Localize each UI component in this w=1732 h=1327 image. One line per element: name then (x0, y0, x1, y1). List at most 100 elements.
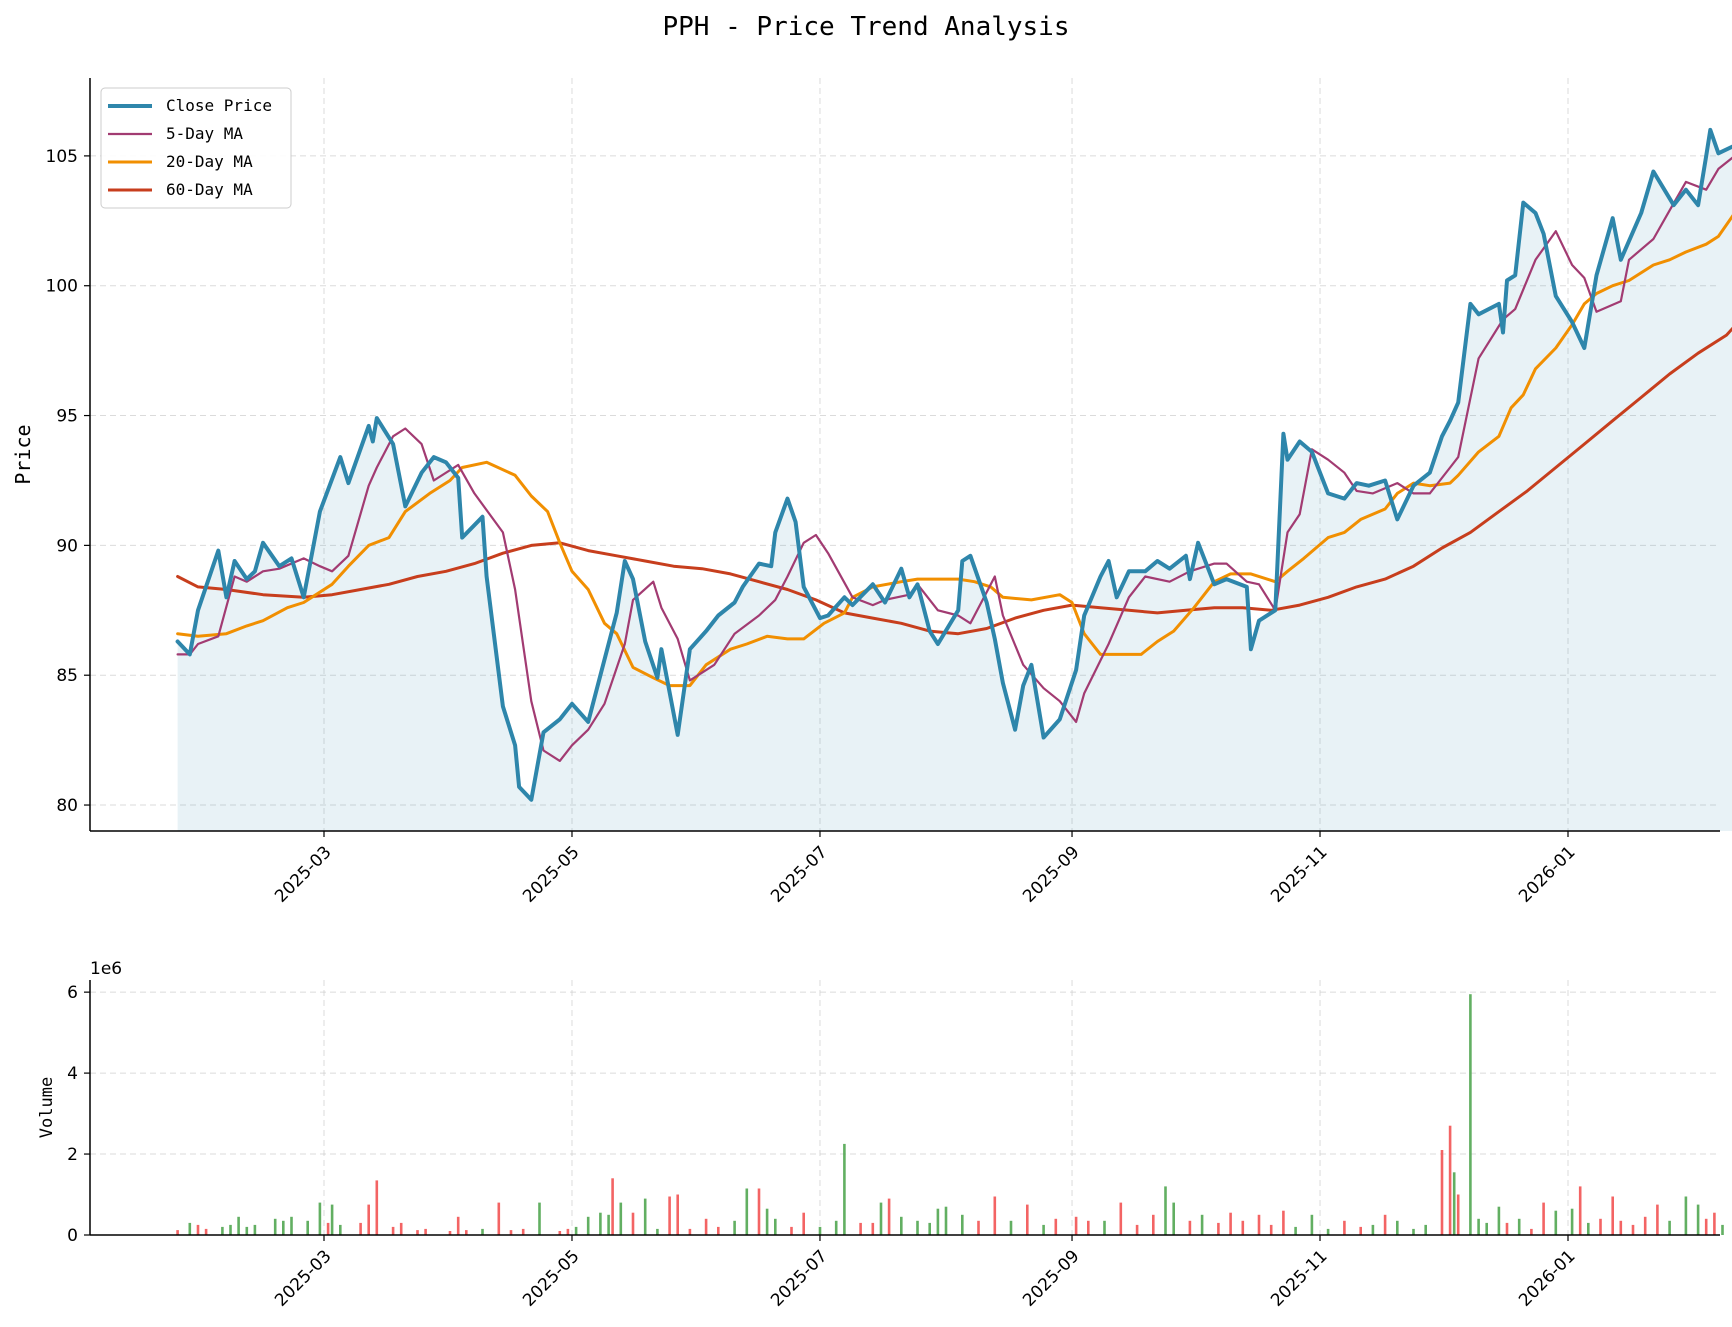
volume-bar (928, 1222, 931, 1235)
volume-bar (1042, 1224, 1045, 1235)
volume-y-axis-label: Volume (37, 1077, 57, 1138)
volume-bar (481, 1228, 484, 1235)
volume-bar (656, 1228, 659, 1235)
volume-bar (1326, 1228, 1330, 1235)
volume-bar (676, 1194, 679, 1235)
volume-bar (1152, 1214, 1155, 1235)
price-legend: Close Price 5-Day MA 20-Day MA 60-Day MA (100, 87, 292, 209)
volume-bar (1542, 1202, 1545, 1235)
volume-bar (1164, 1186, 1167, 1235)
volume-bar (456, 1216, 460, 1235)
volume-bar (599, 1212, 602, 1235)
volume-bar (1294, 1226, 1297, 1235)
price-panel: 80 85 90 95 100 105 2025-03 2025-05 2025-07 2025-… (11, 78, 1732, 907)
volume-bar (1611, 1196, 1614, 1235)
volume-bar (282, 1220, 285, 1235)
volume-bar (1026, 1204, 1029, 1235)
volume-bar (1440, 1150, 1444, 1235)
volume-bar (221, 1226, 224, 1235)
volume-bar (176, 1230, 179, 1235)
volume-bar (188, 1222, 192, 1235)
volume-bar (273, 1218, 277, 1235)
volume-bar (843, 1143, 846, 1235)
volume-bar (1188, 1220, 1192, 1235)
volume-x-tick-label: 2026-01 (1515, 1246, 1579, 1310)
volume-bar (1424, 1224, 1427, 1235)
volume-x-tick-label: 2025-05 (519, 1246, 583, 1310)
volume-offset-label: 1e6 (90, 959, 122, 979)
volume-bar (1200, 1214, 1204, 1235)
legend-frame (100, 87, 292, 209)
volume-bar (1009, 1220, 1013, 1235)
volume-bar (391, 1226, 395, 1235)
volume-bar (733, 1220, 736, 1235)
volume-bar (558, 1231, 562, 1235)
volume-bar (1505, 1222, 1509, 1235)
legend-label: Close Price (166, 96, 272, 115)
volume-bar (204, 1228, 208, 1235)
volume-bar (1684, 1196, 1688, 1235)
volume-bar (688, 1228, 692, 1235)
volume-bar (586, 1216, 590, 1235)
volume-bar (399, 1222, 403, 1235)
volume-bar (757, 1188, 761, 1235)
volume-bar (834, 1220, 838, 1235)
price-x-tick-label: 2025-05 (519, 842, 583, 906)
volume-bar (290, 1216, 293, 1235)
volume-y-tick-label: 2 (67, 1145, 78, 1165)
volume-bar (521, 1228, 525, 1235)
volume-y-tick-label: 6 (67, 983, 78, 1003)
volume-bar (245, 1226, 249, 1235)
volume-bar (1054, 1218, 1058, 1235)
volume-bar (1103, 1220, 1106, 1235)
volume-bar (375, 1180, 379, 1235)
volume-bar (497, 1202, 501, 1235)
volume-bar (1452, 1172, 1456, 1235)
volume-bar (339, 1224, 342, 1235)
volume-bar (1269, 1224, 1273, 1235)
volume-bar (1257, 1214, 1261, 1235)
volume-bar (936, 1208, 940, 1235)
close-price-line (175, 127, 1732, 802)
legend-label: 20-Day MA (166, 152, 253, 171)
5-day-ma-line (176, 156, 1732, 762)
volume-bar (330, 1204, 334, 1235)
volume-bar (631, 1212, 635, 1235)
volume-bar (1412, 1228, 1415, 1235)
volume-bar (1448, 1125, 1452, 1235)
volume-bar (1217, 1222, 1220, 1235)
legend-label: 60-Day MA (166, 180, 253, 199)
volume-bar (1310, 1214, 1314, 1235)
close-price-fill (177, 129, 1732, 831)
volume-bar (1343, 1220, 1346, 1235)
price-y-tick-label: 85 (56, 666, 78, 686)
volume-bar (802, 1212, 805, 1235)
volume-bar (1656, 1204, 1659, 1235)
volume-bar (1485, 1222, 1488, 1235)
volume-bar (1517, 1218, 1521, 1235)
volume-bar (993, 1196, 997, 1235)
volume-bar (1619, 1220, 1623, 1235)
price-y-axis-label: Price (11, 424, 35, 484)
volume-bar (1554, 1210, 1558, 1235)
volume-bar (1074, 1216, 1078, 1235)
volume-bar (1396, 1220, 1399, 1235)
volume-bar (318, 1202, 322, 1235)
volume-bar (1643, 1216, 1647, 1235)
volume-bar (424, 1228, 427, 1235)
volume-bar (566, 1228, 570, 1235)
volume-bar (871, 1222, 875, 1235)
volume-panel: 0 2 4 6 2025-03 2025-05 2025-07 2025-09 2025-11 2… (37, 959, 1724, 1311)
volume-bar (448, 1231, 452, 1235)
volume-x-tick-label: 2025-03 (271, 1246, 335, 1310)
volume-bar (745, 1188, 749, 1235)
volume-bar (326, 1222, 330, 1235)
volume-bar (1587, 1222, 1590, 1235)
volume-bar (900, 1216, 903, 1235)
volume-bar (1477, 1218, 1480, 1235)
volume-y-tick-label: 0 (67, 1226, 78, 1246)
volume-bar (977, 1220, 980, 1235)
volume-bar (237, 1216, 240, 1235)
price-x-tick-label: 2025-07 (767, 842, 831, 906)
volume-x-tick-label: 2025-07 (767, 1246, 831, 1310)
